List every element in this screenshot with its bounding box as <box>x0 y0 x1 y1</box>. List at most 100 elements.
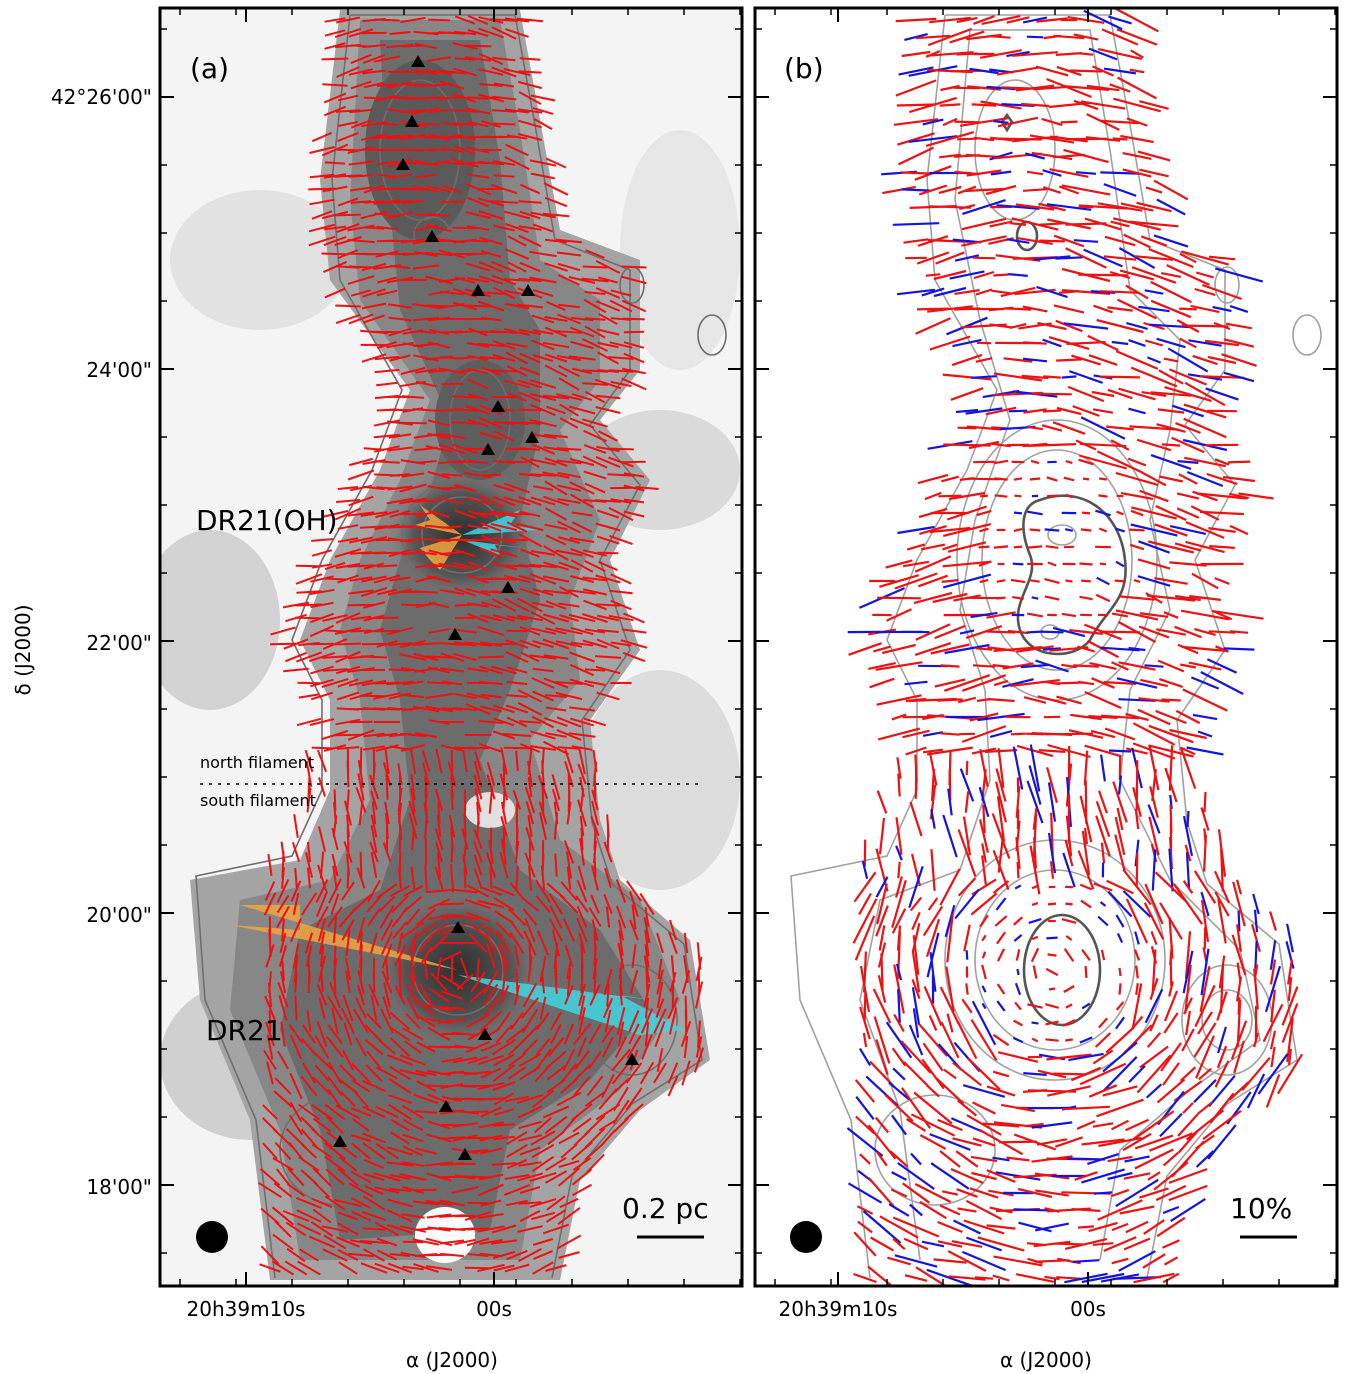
polarization-vector <box>1147 540 1195 554</box>
polarization-vector <box>1150 299 1192 319</box>
polarization-vector <box>405 908 421 926</box>
polarization-vector <box>571 521 593 533</box>
polarization-vector <box>1013 477 1023 481</box>
polarization-vector <box>994 477 1008 481</box>
polarization-vector <box>1047 782 1057 822</box>
polarization-vector <box>1103 681 1137 685</box>
panel-b-beam <box>790 1221 822 1253</box>
polarization-vector <box>425 251 453 257</box>
polarization-vector <box>310 1221 334 1237</box>
polarization-vector <box>412 1200 440 1206</box>
polarization-vector <box>441 473 463 477</box>
polarization-vector <box>1179 252 1197 264</box>
polarization-vector <box>293 814 299 838</box>
polarization-vector <box>468 327 488 337</box>
polarization-vector <box>1141 391 1167 397</box>
polarization-vector <box>423 957 429 981</box>
polarization-vector <box>555 330 583 334</box>
polarization-vector <box>597 629 619 633</box>
polarization-vector <box>266 1034 274 1060</box>
polarization-vector <box>387 485 413 491</box>
polarization-vector <box>576 917 588 943</box>
polarization-vector <box>351 1062 371 1084</box>
polarization-vector <box>544 523 568 531</box>
polarization-vector <box>1084 966 1088 978</box>
polarization-vector <box>558 602 580 608</box>
polarization-vector <box>992 1274 1010 1282</box>
polarization-vector <box>1085 136 1121 142</box>
polarization-vector <box>276 879 290 903</box>
polarization-vector <box>1135 983 1139 995</box>
polarization-vector <box>1139 1045 1169 1069</box>
polarization-vector <box>933 269 967 281</box>
south-filament-label: south filament <box>200 791 316 810</box>
polarization-vector <box>1139 168 1169 178</box>
polarization-vector <box>349 457 373 467</box>
polarization-vector <box>302 1062 316 1084</box>
polarization-vector <box>559 1197 579 1209</box>
polarization-vector <box>1100 290 1140 294</box>
polarization-vector <box>462 854 468 876</box>
polarization-vector <box>1208 1074 1236 1108</box>
polarization-vector <box>901 50 931 58</box>
polarization-vector <box>323 744 347 752</box>
xtick-label-b-00s: 00s <box>1070 1297 1106 1321</box>
polarization-vector <box>364 1184 384 1196</box>
polarization-vector <box>331 853 339 877</box>
polarization-vector <box>1200 671 1244 695</box>
polarization-vector <box>1160 272 1182 278</box>
polarization-vector <box>623 484 645 492</box>
polarization-vector <box>365 1064 383 1082</box>
polarization-vector <box>912 1008 920 1038</box>
polarization-vector <box>949 270 985 280</box>
polarization-vector <box>895 817 903 855</box>
polarization-vector <box>1147 1171 1161 1181</box>
polarization-vector <box>368 983 380 1007</box>
polarization-vector <box>914 1183 952 1203</box>
polarization-vector <box>348 313 374 325</box>
polarization-vector <box>897 989 901 1023</box>
polarization-vector <box>390 1131 410 1145</box>
polarization-vector <box>490 183 518 195</box>
polarization-vector <box>279 932 287 954</box>
polarization-vector <box>858 892 872 916</box>
polarization-vector <box>1052 421 1086 435</box>
polarization-vector <box>986 1224 1016 1230</box>
polarization-vector <box>451 914 479 920</box>
polarization-vector <box>997 948 1005 962</box>
polarization-vector <box>981 1002 987 1010</box>
polarization-vector <box>385 774 389 800</box>
polarization-vector <box>521 997 539 1019</box>
polarization-vector <box>295 616 323 620</box>
polarization-vector <box>978 545 990 549</box>
polarization-vector <box>532 690 554 702</box>
polarization-vector <box>503 379 531 389</box>
polarization-vector <box>1156 628 1186 636</box>
polarization-vector <box>992 1156 1010 1162</box>
polarization-vector <box>382 996 392 1020</box>
polarization-vector <box>318 826 326 852</box>
polarization-vector <box>1214 458 1230 466</box>
polarization-vector <box>1232 881 1246 927</box>
polarization-vector <box>518 574 542 584</box>
polarization-vector <box>547 1130 565 1146</box>
polarization-vector <box>934 624 966 640</box>
polarization-vector <box>454 133 476 141</box>
polarization-vector <box>928 1015 938 1031</box>
polarization-vector <box>1157 659 1185 673</box>
polarization-vector <box>629 919 639 941</box>
polarization-vector <box>263 1049 277 1071</box>
polarization-vector <box>466 342 490 348</box>
polarization-vector <box>656 969 664 995</box>
core-marker <box>451 921 465 933</box>
polarization-vector <box>399 109 427 113</box>
polarization-vector <box>1071 354 1101 366</box>
polarization-vector <box>1206 472 1238 486</box>
polarization-vector <box>441 486 463 490</box>
polarization-vector <box>505 28 529 38</box>
polarization-vector <box>467 574 489 584</box>
polarization-vector <box>1179 307 1197 311</box>
polarization-vector <box>629 891 639 917</box>
polarization-vector <box>1027 425 1043 431</box>
polarization-vector <box>401 1213 425 1219</box>
